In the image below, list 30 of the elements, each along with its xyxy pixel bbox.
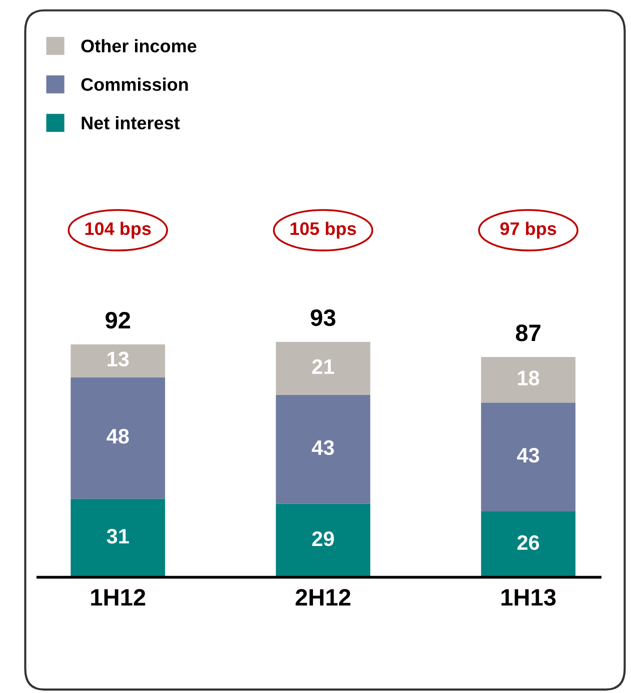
data-label: 29	[312, 531, 334, 546]
text: 105 bps	[290, 222, 356, 239]
bar	[481, 402, 576, 512]
bar	[481, 511, 576, 578]
x-tick-label: 1H13	[502, 589, 556, 606]
text: 97 bps	[500, 222, 556, 239]
bar	[276, 504, 370, 578]
total-label: 93	[310, 309, 336, 326]
data-label: 18	[518, 370, 540, 386]
data-label: 31	[106, 528, 129, 544]
data-label: 43	[312, 440, 334, 456]
total-label: 92	[106, 312, 130, 329]
data-label: 48	[106, 428, 129, 444]
legend-label: Commission	[81, 78, 188, 91]
legend-label: Net interest	[82, 116, 180, 130]
bar	[276, 395, 370, 504]
legend-label: Other income	[81, 39, 196, 52]
bar	[276, 342, 370, 396]
data-label: 13	[108, 352, 129, 366]
total-label: 87	[516, 324, 540, 342]
bar	[481, 357, 576, 403]
bar	[70, 344, 166, 378]
bar	[70, 498, 166, 578]
text: 104 bps	[85, 222, 151, 239]
data-label: 21	[312, 359, 334, 374]
x-tick-label: 1H12	[91, 589, 146, 606]
data-label: 43	[516, 448, 540, 463]
bar	[70, 377, 166, 499]
x-tick-label: 2H12	[296, 589, 350, 606]
data-label: 26	[517, 535, 540, 550]
